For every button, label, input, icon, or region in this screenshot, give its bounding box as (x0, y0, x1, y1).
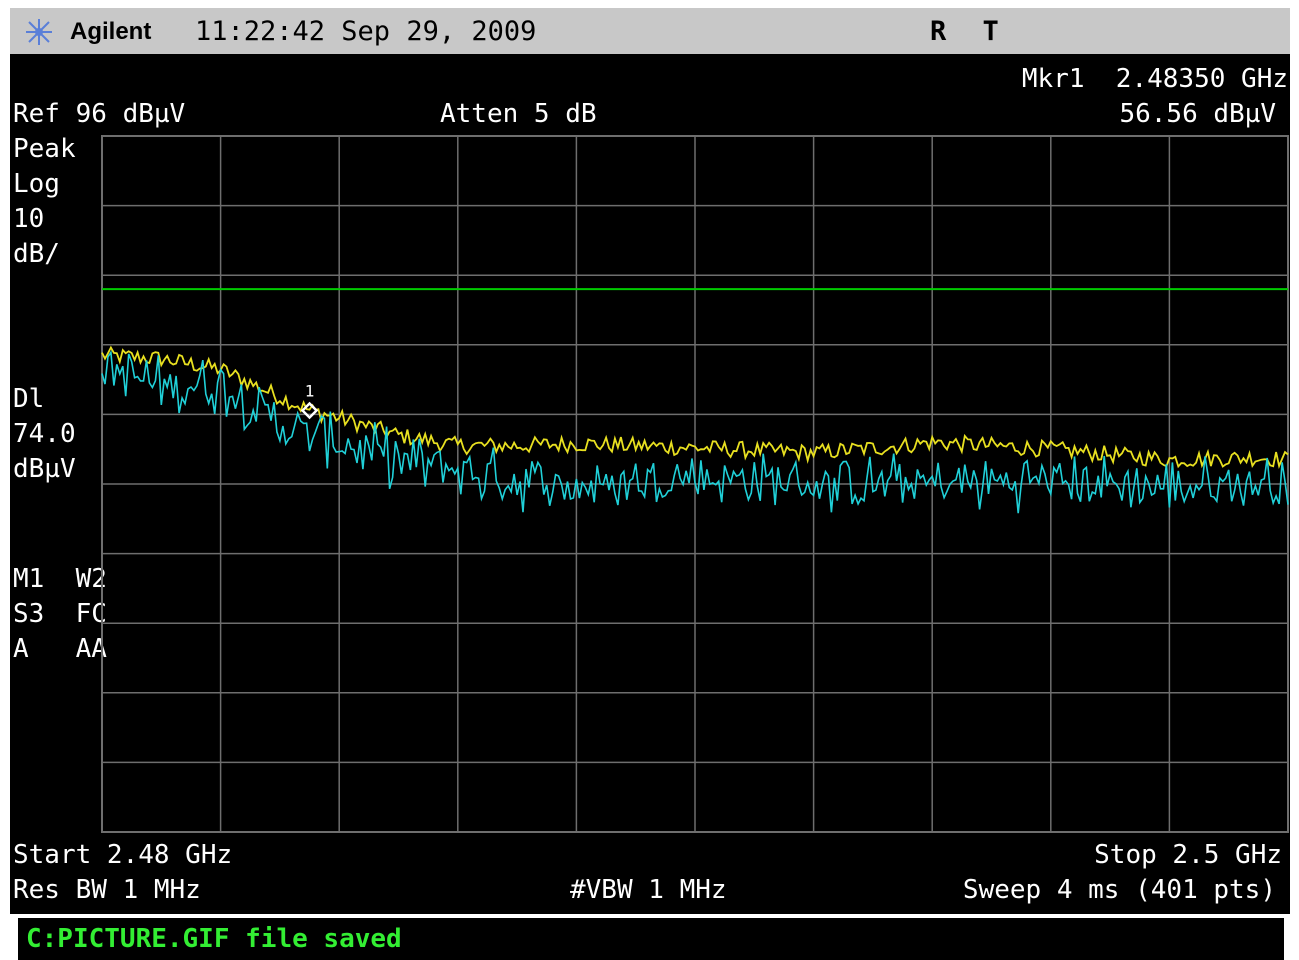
analyzer-screen: Ref 96 dBµV Atten 5 dB Mkr1 2.48350 GHz … (10, 54, 1290, 914)
display-line-unit: dBµV (13, 454, 76, 484)
start-frequency-label: Start 2.48 GHz (13, 840, 233, 870)
stop-frequency-label: Stop 2.5 GHz (1094, 840, 1282, 870)
marker-readout-label: Mkr1 2.48350 GHz (1021, 64, 1288, 94)
vbw-label: #VBW 1 MHz (570, 875, 727, 905)
trace-max-hold (101, 345, 1289, 469)
status-bar: C:PICTURE.GIF file saved (10, 914, 1290, 960)
scale-value-label: 10 (13, 204, 45, 234)
status-message-box: C:PICTURE.GIF file saved (18, 918, 1284, 960)
datetime-label: 11:22:42 Sep 29, 2009 (195, 16, 537, 47)
status-flags: R T (930, 16, 999, 47)
agilent-spark-icon (26, 19, 52, 45)
marker-1-diamond (300, 401, 319, 420)
brand-label: Agilent (70, 18, 152, 45)
res-bw-label: Res BW 1 MHz (13, 875, 201, 905)
sweep-label: Sweep 4 ms (401 pts) (962, 875, 1276, 905)
marker-1-number: 1 (305, 382, 315, 401)
attenuation-label: Atten 5 dB (440, 99, 597, 129)
status-message: C:PICTURE.GIF file saved (26, 924, 402, 954)
ref-level-label: Ref 96 dBµV (13, 99, 186, 129)
scale-unit-label: dB/ (13, 239, 60, 269)
title-bar: Agilent 11:22:42 Sep 29, 2009 R T (10, 8, 1290, 54)
spectrum-plot: 1 (101, 135, 1289, 833)
marker-readout-value: 56.56 dBµV (1119, 99, 1276, 129)
scale-type-label: Log (13, 169, 60, 199)
display-line-label: Dl (13, 384, 45, 414)
detector-label: Peak (13, 134, 76, 164)
trace-clear-write (101, 350, 1289, 514)
display-line-value: 74.0 (13, 419, 76, 449)
